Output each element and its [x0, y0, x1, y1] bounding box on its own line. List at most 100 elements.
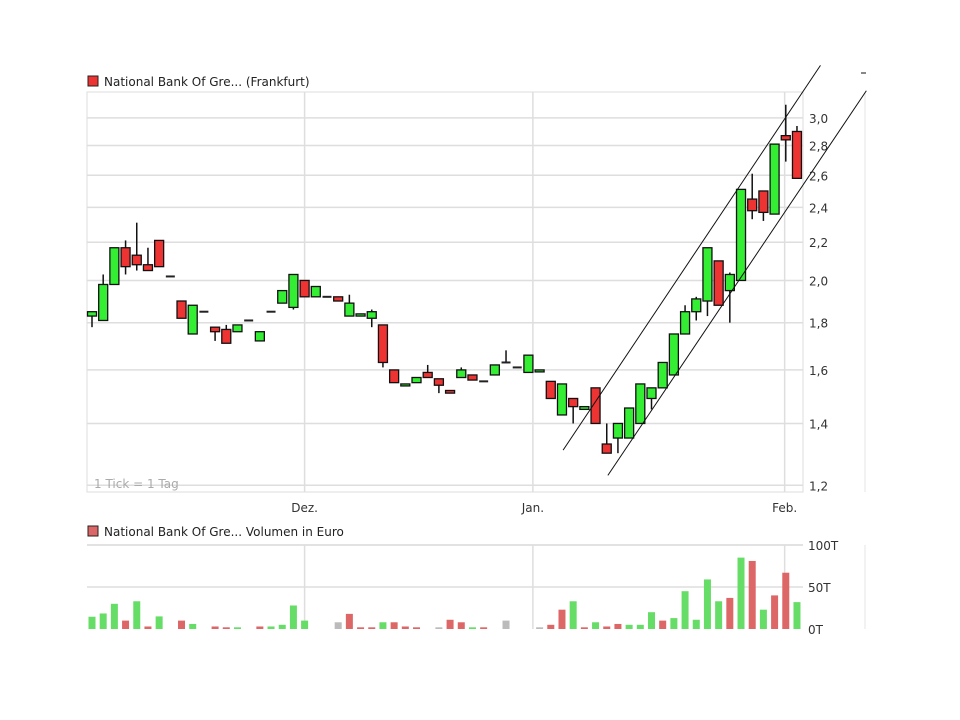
- volume-bar: [122, 620, 130, 629]
- volume-bar: [278, 624, 286, 629]
- candle-body: [221, 328, 232, 344]
- candle: [501, 350, 511, 364]
- candle-body: [288, 273, 299, 309]
- candle: [433, 378, 445, 394]
- candle: [769, 143, 780, 215]
- candle: [377, 324, 389, 368]
- candle-body: [523, 354, 534, 374]
- volume-bar: [233, 627, 241, 629]
- candle: [702, 247, 713, 317]
- candle: [153, 239, 165, 268]
- price-plot-frame: [86, 91, 804, 493]
- candle: [691, 296, 702, 321]
- volume-bar: [379, 622, 387, 629]
- volume-bar: [334, 622, 342, 629]
- tick-note: 1 Tick = 1 Tag: [94, 477, 179, 491]
- volume-bar: [110, 603, 118, 629]
- volume-bar: [536, 627, 544, 629]
- candle-body: [691, 298, 702, 313]
- x-tick-label: Feb.: [772, 501, 797, 515]
- candle: [467, 374, 478, 381]
- volume-bar: [670, 618, 678, 629]
- candle: [355, 313, 366, 317]
- candle-body: [232, 324, 243, 333]
- x-tick-label: Jan.: [521, 501, 544, 515]
- volume-bar: [480, 627, 488, 629]
- volume-legend-swatch: [87, 525, 99, 537]
- volume-bar: [659, 620, 667, 629]
- candle-body: [388, 369, 400, 384]
- candle: [98, 274, 109, 322]
- candle: [489, 364, 500, 376]
- volume-bar: [782, 572, 790, 629]
- candle-body: [747, 198, 758, 212]
- candle-body: [780, 134, 791, 141]
- volume-legend: National Bank Of Gre... Volumen in Euro: [87, 525, 344, 539]
- volume-bar: [793, 602, 801, 629]
- candle: [579, 405, 590, 411]
- candle-body: [411, 376, 422, 384]
- candle: [422, 364, 433, 379]
- candle: [411, 376, 422, 384]
- candle: [612, 422, 624, 454]
- candle: [187, 304, 198, 335]
- price-legend-swatch: [87, 75, 99, 87]
- candle-body: [444, 389, 456, 394]
- candle-body: [623, 407, 635, 439]
- candle: [254, 331, 266, 342]
- candle-body: [187, 304, 198, 335]
- candle-body: [735, 188, 747, 282]
- volume-bar: [715, 601, 723, 629]
- candle: [623, 407, 635, 439]
- candle-body: [456, 369, 467, 379]
- volume-bars: [88, 557, 801, 629]
- candle-body: [120, 247, 131, 268]
- price-tick-label: 3,0: [809, 112, 828, 126]
- volume-bar: [133, 601, 141, 629]
- volume-bar: [345, 613, 353, 629]
- volume-bar: [99, 613, 107, 629]
- candle: [713, 260, 724, 306]
- candle-body: [131, 254, 142, 266]
- candle: [601, 423, 612, 454]
- candle-body: [422, 371, 433, 379]
- volume-bar: [413, 627, 421, 629]
- volume-bar: [580, 627, 588, 629]
- volume-bar: [726, 597, 734, 629]
- price-tick-label: 2,2: [809, 236, 828, 250]
- candle: [288, 273, 299, 310]
- candle: [344, 294, 355, 317]
- candle: [735, 188, 747, 282]
- candle-body: [254, 331, 266, 342]
- candle-body: [86, 311, 98, 317]
- candle-body: [467, 374, 478, 381]
- volume-bar: [88, 616, 96, 629]
- candle: [221, 324, 232, 344]
- candle-body: [400, 383, 411, 387]
- candle-body: [590, 387, 601, 425]
- volume-bar: [648, 612, 655, 629]
- volume-bar: [401, 626, 409, 629]
- volume-bar: [759, 609, 767, 629]
- volume-chart-title: National Bank Of Gre... Volumen in Euro: [104, 525, 344, 539]
- volume-bar: [155, 616, 163, 629]
- volume-bar: [771, 595, 779, 629]
- candle: [400, 383, 411, 387]
- candle: [86, 311, 98, 328]
- volume-bar: [636, 624, 644, 629]
- candle-body: [489, 364, 500, 376]
- volume-bar: [468, 627, 476, 629]
- candle: [444, 389, 456, 394]
- price-grid: [86, 91, 866, 493]
- volume-bar: [189, 623, 197, 629]
- candle: [724, 272, 735, 323]
- candle-body: [433, 378, 445, 386]
- candle: [523, 354, 534, 374]
- volume-y-axis: 0T 50T 100T: [808, 539, 839, 637]
- candle: [109, 247, 120, 286]
- candle-body: [545, 380, 556, 400]
- volume-bar: [457, 622, 465, 629]
- candle-body: [366, 311, 377, 319]
- volume-bar: [390, 622, 398, 629]
